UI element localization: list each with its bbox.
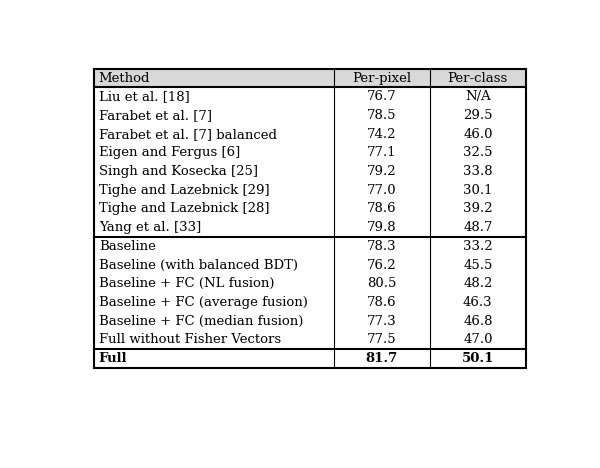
Text: Baseline (with balanced BDT): Baseline (with balanced BDT) bbox=[99, 258, 298, 271]
Text: Tighe and Lazebnick [28]: Tighe and Lazebnick [28] bbox=[99, 203, 269, 215]
Text: 78.3: 78.3 bbox=[367, 240, 397, 253]
Text: 46.8: 46.8 bbox=[463, 314, 493, 328]
Text: Yang et al. [33]: Yang et al. [33] bbox=[99, 221, 201, 234]
Text: 46.3: 46.3 bbox=[463, 296, 493, 309]
Text: 81.7: 81.7 bbox=[365, 352, 398, 365]
Text: Farabet et al. [7] balanced: Farabet et al. [7] balanced bbox=[99, 128, 277, 141]
Text: Per-pixel: Per-pixel bbox=[352, 72, 411, 85]
Text: 80.5: 80.5 bbox=[367, 277, 396, 290]
Text: 48.2: 48.2 bbox=[463, 277, 493, 290]
Text: Tighe and Lazebnick [29]: Tighe and Lazebnick [29] bbox=[99, 184, 269, 197]
Text: 77.1: 77.1 bbox=[367, 146, 397, 160]
Text: 79.2: 79.2 bbox=[367, 165, 397, 178]
Text: 76.7: 76.7 bbox=[367, 90, 397, 103]
Text: 45.5: 45.5 bbox=[463, 258, 493, 271]
Text: 76.2: 76.2 bbox=[367, 258, 397, 271]
Text: Baseline + FC (average fusion): Baseline + FC (average fusion) bbox=[99, 296, 308, 309]
Text: Baseline: Baseline bbox=[99, 240, 155, 253]
Text: 29.5: 29.5 bbox=[463, 109, 493, 122]
Text: 46.0: 46.0 bbox=[463, 128, 493, 141]
Text: 30.1: 30.1 bbox=[463, 184, 493, 197]
Text: Baseline + FC (NL fusion): Baseline + FC (NL fusion) bbox=[99, 277, 274, 290]
Text: 77.0: 77.0 bbox=[367, 184, 397, 197]
Text: Singh and Kosecka [25]: Singh and Kosecka [25] bbox=[99, 165, 258, 178]
Text: 32.5: 32.5 bbox=[463, 146, 493, 160]
Text: 33.2: 33.2 bbox=[463, 240, 493, 253]
Text: Per-class: Per-class bbox=[448, 72, 508, 85]
Text: 78.5: 78.5 bbox=[367, 109, 397, 122]
Text: 78.6: 78.6 bbox=[367, 296, 397, 309]
Text: N/A: N/A bbox=[465, 90, 491, 103]
Text: Full without Fisher Vectors: Full without Fisher Vectors bbox=[99, 333, 281, 346]
Text: Farabet et al. [7]: Farabet et al. [7] bbox=[99, 109, 212, 122]
Text: 39.2: 39.2 bbox=[463, 203, 493, 215]
Text: Eigen and Fergus [6]: Eigen and Fergus [6] bbox=[99, 146, 240, 160]
Text: 77.5: 77.5 bbox=[367, 333, 397, 346]
Text: Full: Full bbox=[99, 352, 127, 365]
Text: 33.8: 33.8 bbox=[463, 165, 493, 178]
Text: Method: Method bbox=[99, 72, 150, 85]
Text: 74.2: 74.2 bbox=[367, 128, 397, 141]
Bar bbox=[94, 69, 526, 88]
Text: Baseline + FC (median fusion): Baseline + FC (median fusion) bbox=[99, 314, 303, 328]
Text: 78.6: 78.6 bbox=[367, 203, 397, 215]
Text: 50.1: 50.1 bbox=[461, 352, 494, 365]
Text: Liu et al. [18]: Liu et al. [18] bbox=[99, 90, 190, 103]
Text: 77.3: 77.3 bbox=[367, 314, 397, 328]
Text: 48.7: 48.7 bbox=[463, 221, 493, 234]
Text: 79.8: 79.8 bbox=[367, 221, 397, 234]
Text: 47.0: 47.0 bbox=[463, 333, 493, 346]
